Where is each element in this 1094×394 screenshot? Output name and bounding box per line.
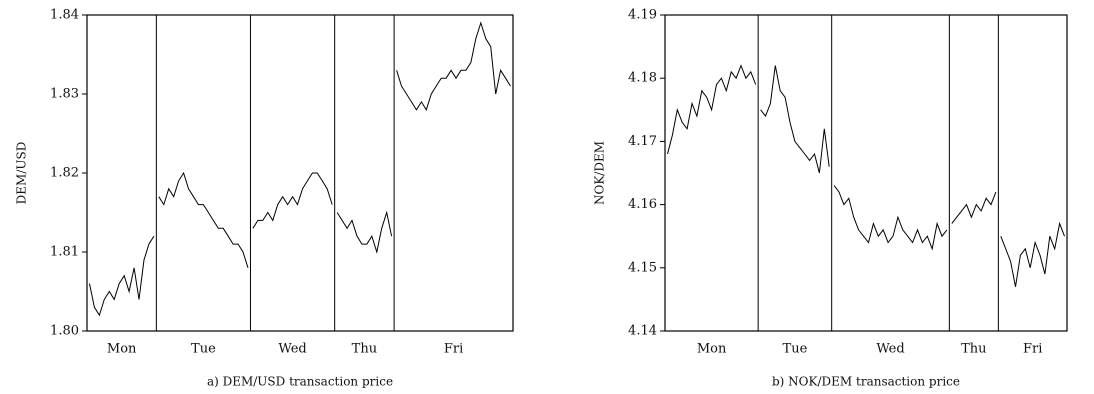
day-label: Wed — [876, 342, 904, 357]
y-tick-label: 4.17 — [628, 134, 657, 149]
price-line — [760, 65, 830, 174]
day-label: Fri — [1023, 342, 1042, 357]
y-tick-label: 1.81 — [50, 245, 79, 260]
price-line — [252, 172, 333, 229]
y-tick-label: 1.82 — [50, 166, 79, 181]
chart-caption: a) DEM/USD transaction price — [207, 375, 393, 389]
price-line — [336, 210, 393, 254]
y-tick-label: 4.14 — [628, 324, 657, 339]
chart: 4.14 4.15 4.16 4.17 4.18 4.19 Mon Tue Wed Thu Fri N… — [593, 8, 1068, 389]
y-tick-label: 1.80 — [50, 324, 79, 339]
day-label: Thu — [961, 342, 986, 357]
day-label: Fri — [444, 342, 463, 357]
day-label: Tue — [191, 342, 216, 357]
plot-frame — [86, 14, 514, 332]
plot-frame — [664, 14, 1068, 332]
y-axis-label: DEM/USD — [15, 142, 29, 205]
y-tick-label: 4.19 — [628, 8, 657, 23]
y-axis-label: NOK/DEM — [593, 141, 607, 205]
price-line — [951, 191, 997, 224]
price-line — [667, 64, 757, 155]
day-label: Tue — [783, 342, 808, 357]
day-label: Mon — [107, 342, 137, 357]
price-line — [396, 21, 511, 111]
y-tick-label: 1.83 — [50, 87, 79, 102]
y-tick-label: 1.84 — [50, 8, 79, 23]
chart: 1.80 1.81 1.82 1.83 1.84 Mon Tue Wed Thu Fri DEM/U… — [15, 8, 514, 389]
day-label: Mon — [697, 342, 727, 357]
y-tick-label: 4.15 — [628, 260, 657, 275]
y-tick-label: 4.16 — [628, 197, 657, 212]
price-line — [833, 185, 948, 251]
price-line — [1000, 221, 1065, 287]
day-label: Thu — [352, 342, 377, 357]
price-line — [89, 235, 155, 317]
y-tick-label: 4.18 — [628, 71, 657, 86]
price-line — [158, 171, 249, 268]
chart-caption: b) NOK/DEM transaction price — [772, 375, 960, 389]
day-label: Wed — [278, 342, 306, 357]
